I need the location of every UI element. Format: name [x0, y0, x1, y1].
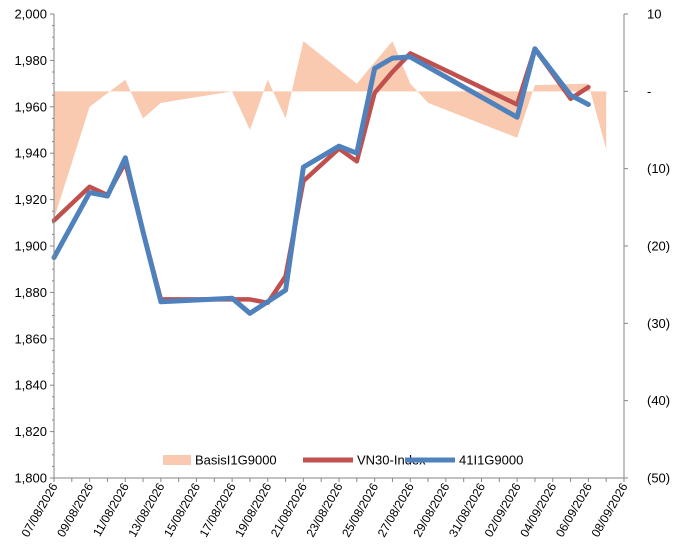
left-tick-label: 1,940	[14, 146, 47, 161]
left-tick-label: 1,800	[14, 471, 47, 486]
legend-item: VN30-Index	[303, 453, 426, 468]
left-tick-label: 1,920	[14, 192, 47, 207]
series-area-basis	[54, 41, 607, 219]
legend-label: VN30-Index	[357, 453, 426, 468]
right-tick-label: -	[647, 84, 651, 99]
left-tick-label: 1,900	[14, 239, 47, 254]
left-tick-label: 1,960	[14, 99, 47, 114]
right-tick-label: 10	[647, 7, 661, 22]
right-tick-label: (10)	[647, 161, 670, 176]
left-axis-ticks: 1,800 1,820 1,840 1,860 1,880 1,900 1,920 1,940…	[14, 7, 54, 486]
right-tick-label: (40)	[647, 393, 670, 408]
right-axis-ticks: 10 - (10) (20) (30) (40) (50)	[624, 7, 670, 486]
line-layer	[51, 46, 591, 316]
left-tick-label: 1,880	[14, 285, 47, 300]
x-axis-ticks: 07/08/202609/08/202611/08/202613/08/2026…	[18, 478, 631, 540]
left-tick-label: 2,000	[14, 7, 47, 22]
x-tick-label: 08/09/2026	[588, 480, 630, 539]
left-tick-label: 1,820	[14, 424, 47, 439]
right-tick-label: (20)	[647, 239, 670, 254]
legend-item: BasisI1G9000	[163, 453, 277, 468]
legend-label: 41I1G9000	[459, 453, 523, 468]
area-layer	[54, 41, 607, 219]
legend: BasisI1G9000 VN30-Index 41I1G9000	[163, 453, 523, 468]
legend-item: 41I1G9000	[405, 453, 523, 468]
legend-label: BasisI1G9000	[195, 453, 277, 468]
left-tick-label: 1,860	[14, 331, 47, 346]
left-tick-label: 1,980	[14, 53, 47, 68]
left-tick-label: 1,840	[14, 378, 47, 393]
series-line-41i1g9000	[51, 46, 591, 316]
right-tick-label: (30)	[647, 316, 670, 331]
right-tick-label: (50)	[647, 471, 670, 486]
legend-swatch	[163, 455, 191, 465]
